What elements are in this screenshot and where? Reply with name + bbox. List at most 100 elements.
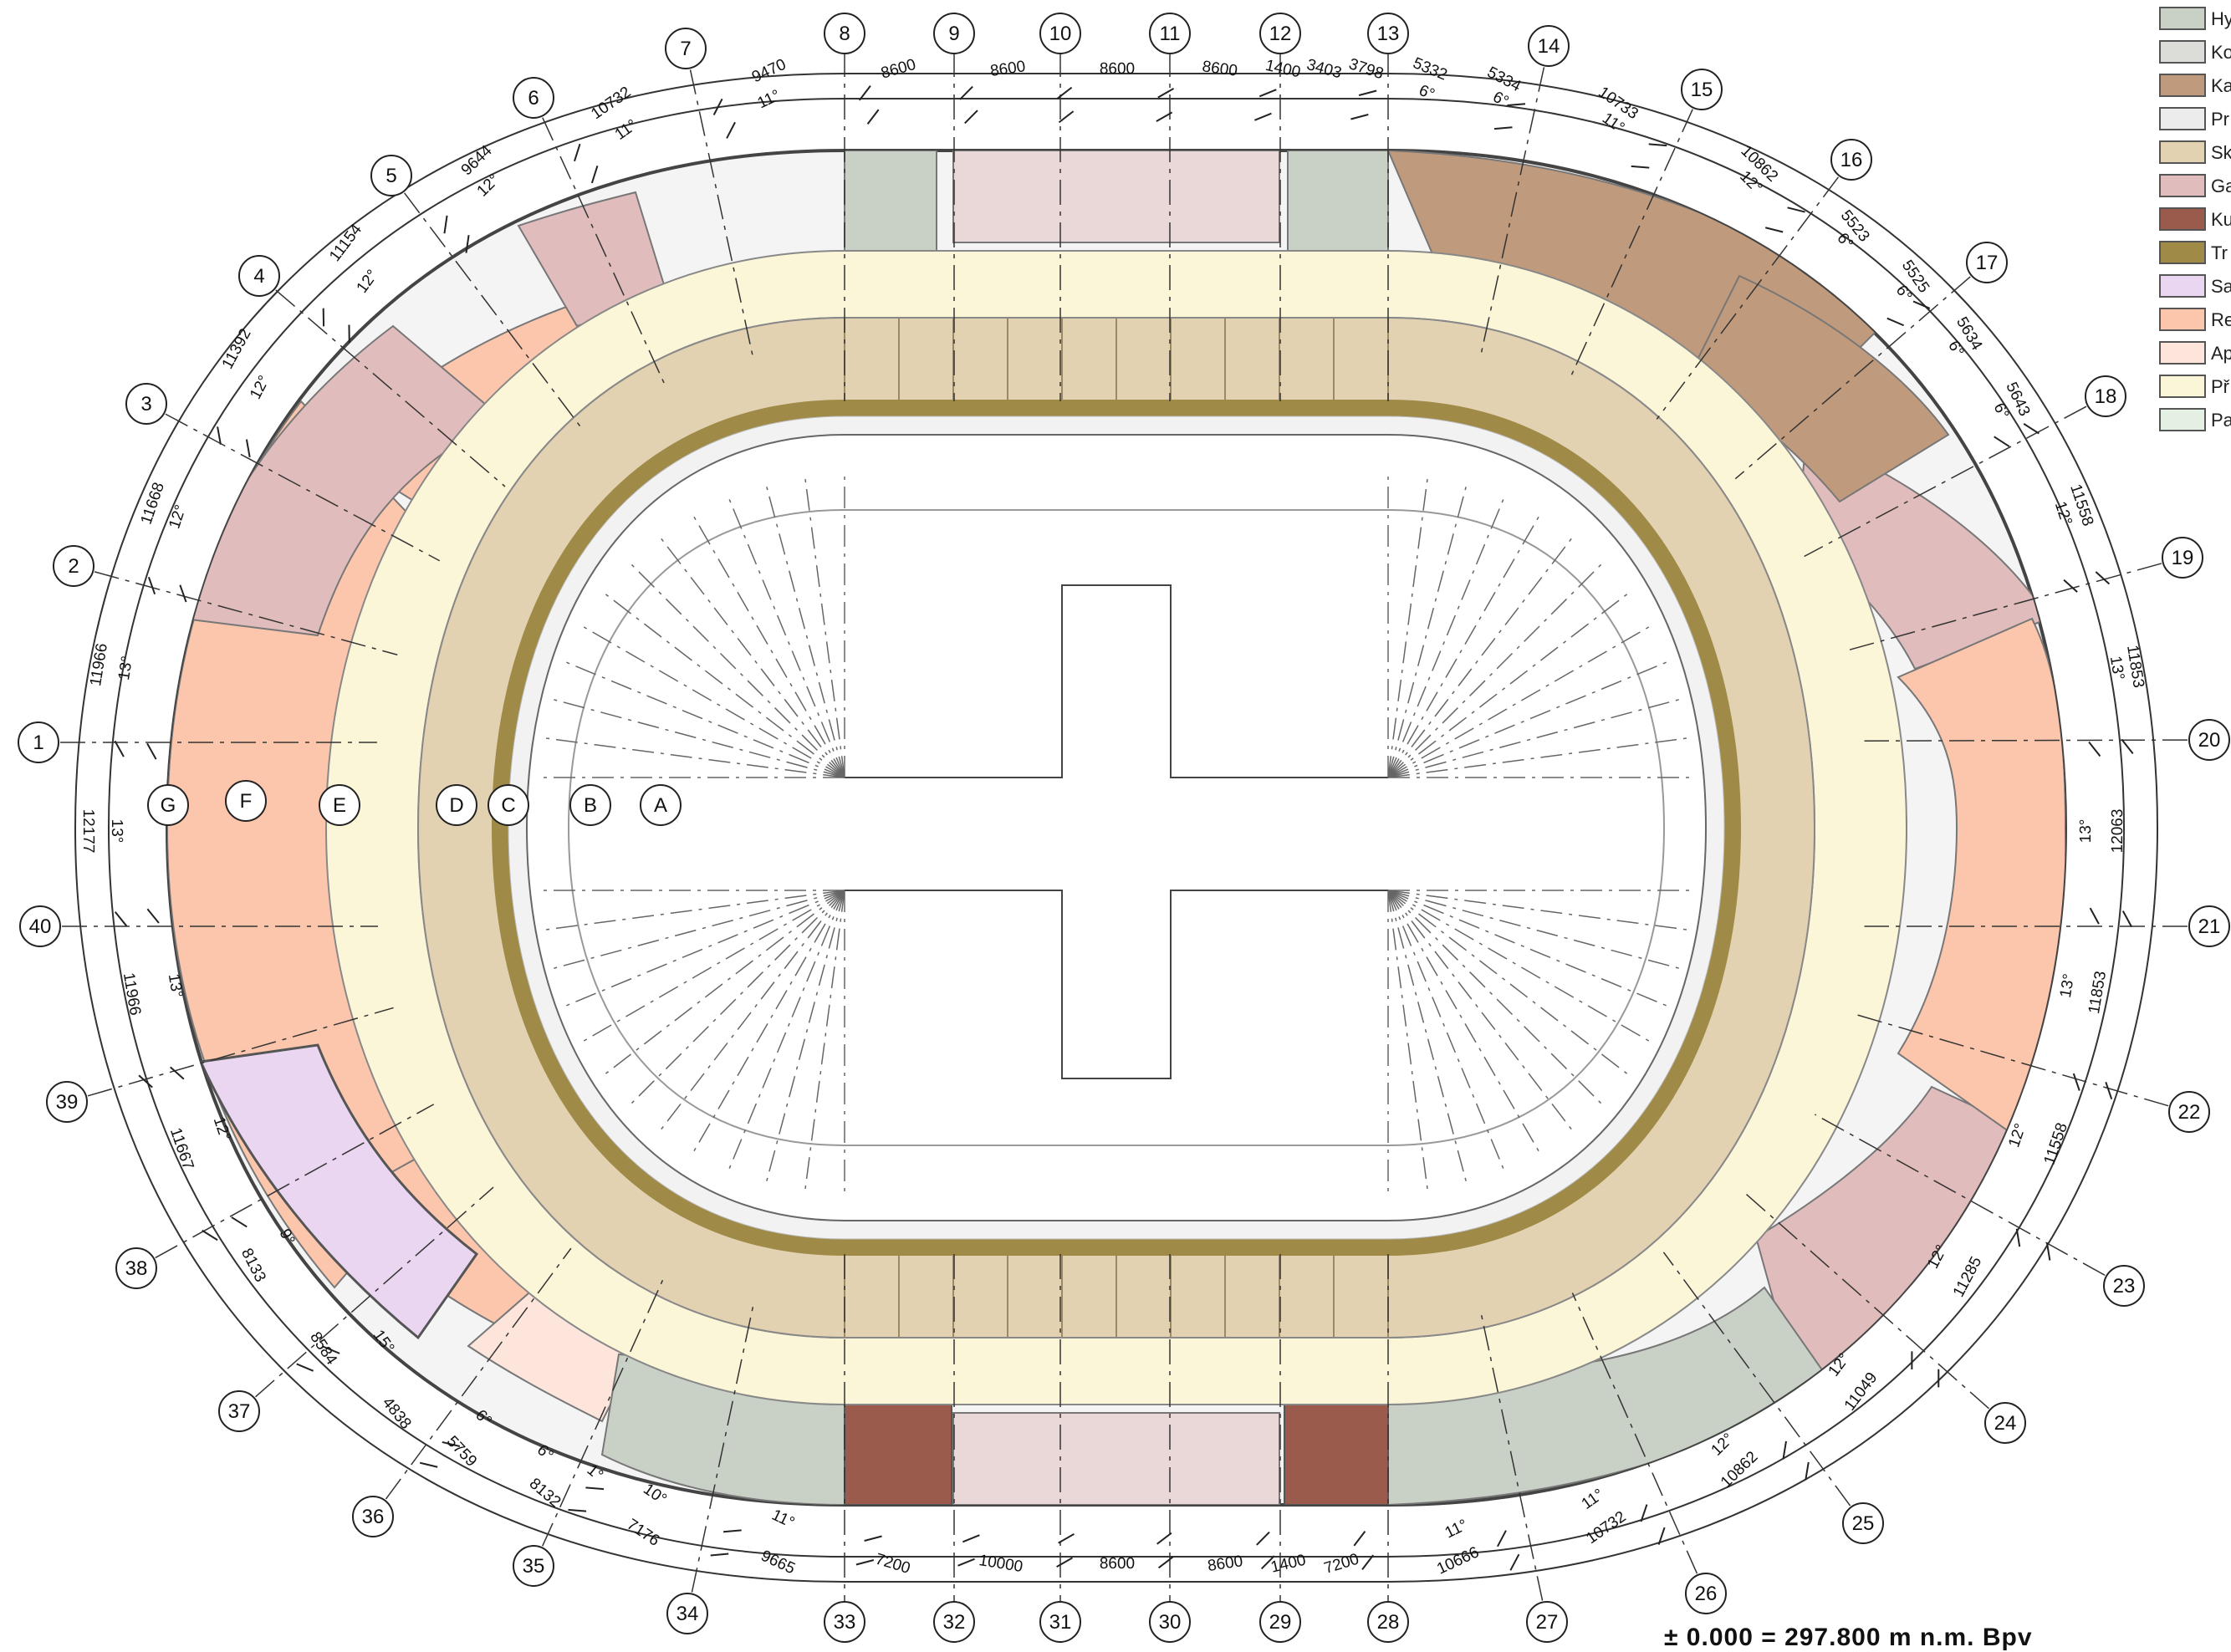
- legend-swatch: [2159, 7, 2206, 30]
- legend-label: Ap: [2211, 343, 2231, 365]
- legend-label: Re: [2211, 309, 2231, 331]
- dimension-tick: [1257, 1532, 1269, 1545]
- dimension-tick: [1649, 144, 1667, 145]
- dimension-tick: [1510, 1554, 1519, 1570]
- legend-swatch: [2159, 40, 2206, 64]
- axis-marker-label: 23: [2113, 1275, 2136, 1298]
- angle-label: 11°: [755, 87, 784, 113]
- dimension-label: 11853: [2123, 644, 2147, 689]
- dimension-tick: [147, 743, 156, 759]
- dimension-label: 4838: [379, 1395, 415, 1433]
- dimension-tick: [115, 912, 127, 926]
- dimension-tick: [2123, 911, 2131, 927]
- dimension-label: 8584: [306, 1329, 340, 1369]
- angle-label: 11°: [612, 116, 641, 144]
- dimension-label: 1400: [1264, 57, 1302, 82]
- row-marker-label: G: [161, 794, 176, 817]
- axis-marker-label: 38: [125, 1257, 148, 1280]
- dimension-tick: [1259, 89, 1276, 96]
- dimension-tick: [2091, 908, 2099, 924]
- legend-label: Ga: [2211, 176, 2231, 197]
- legend-swatch: [2159, 308, 2206, 331]
- legend-swatch: [2159, 107, 2206, 130]
- legend-item: Tr: [2156, 237, 2231, 269]
- dimension-tick: [1498, 1531, 1506, 1547]
- axis-marker-label: 3: [140, 393, 151, 416]
- angle-label: 6°: [1990, 400, 2013, 421]
- legend-label: Ku: [2211, 209, 2231, 231]
- axis-marker: 29: [1260, 1602, 1300, 1642]
- axis-marker: 10: [1040, 13, 1080, 54]
- dimension-tick: [1359, 90, 1376, 95]
- axis-marker: 12: [1260, 13, 1300, 54]
- legend-item: Ko: [2156, 37, 2231, 69]
- dimension-tick: [962, 1535, 979, 1542]
- dimension-tick: [444, 216, 447, 233]
- angle-label: 11°: [769, 1507, 798, 1532]
- dimension-label: 8600: [1201, 58, 1238, 80]
- axis-marker: 24: [1985, 1403, 2025, 1443]
- dimension-tick: [1631, 166, 1650, 168]
- dimension-tick: [2024, 424, 2039, 434]
- axis-marker-label: 26: [1695, 1583, 1718, 1605]
- axis-marker-label: 24: [1994, 1412, 2017, 1435]
- dimension-label: 5332: [1411, 54, 1450, 84]
- axis-marker: 8: [824, 13, 865, 54]
- dimension-tick: [1158, 89, 1174, 98]
- dimension-tick: [1887, 319, 1904, 326]
- legend-swatch: [2159, 241, 2206, 264]
- axis-marker-label: 19: [2172, 547, 2194, 569]
- angle-label: 12°: [166, 502, 190, 531]
- axis-marker: 21: [2189, 906, 2229, 946]
- dimension-tick: [247, 440, 250, 457]
- dimension-tick: [1059, 1534, 1075, 1543]
- dimension-label: 3798: [1346, 55, 1386, 83]
- row-marker: G: [148, 785, 188, 825]
- angle-label: 13°: [108, 819, 125, 844]
- dimension-tick: [420, 1463, 437, 1467]
- dimension-tick: [1494, 127, 1513, 129]
- legend-swatch: [2159, 274, 2206, 298]
- dimension-tick: [1059, 111, 1073, 122]
- dimension-tick: [1057, 88, 1071, 99]
- dimension-tick: [723, 1530, 742, 1532]
- legend-swatch: [2159, 74, 2206, 97]
- dimension-tick: [856, 1560, 874, 1565]
- axis-marker: 2: [54, 546, 94, 586]
- dimension-tick: [965, 110, 978, 123]
- angle-label: 12°: [247, 373, 273, 402]
- axis-marker-label: 34: [676, 1603, 699, 1625]
- dimension-label: 1400: [1269, 1552, 1308, 1577]
- axis-marker: 34: [667, 1593, 707, 1634]
- dimension-tick: [2121, 739, 2132, 753]
- dimension-label: 10732: [588, 84, 634, 123]
- axis-marker: 5: [371, 156, 411, 196]
- dimension-label: 11558: [2041, 1121, 2071, 1167]
- dimension-tick: [180, 585, 186, 602]
- axis-marker-label: 7: [680, 38, 691, 60]
- row-marker: D: [436, 785, 477, 825]
- legend-label: Tr: [2211, 242, 2228, 264]
- axis-marker: 18: [2086, 376, 2126, 416]
- dimension-tick: [868, 110, 879, 124]
- axis-marker-label: 22: [2178, 1101, 2201, 1124]
- axis-marker: 17: [1967, 242, 2007, 283]
- axis-marker-label: 27: [1536, 1611, 1559, 1634]
- angle-label: 12°: [2051, 499, 2075, 528]
- axis-marker-label: 1: [33, 732, 43, 754]
- dimension-tick: [727, 122, 735, 138]
- dimension-tick: [115, 741, 124, 757]
- axis-marker: 4: [239, 256, 279, 296]
- dimension-tick: [2017, 1229, 2019, 1247]
- axis-marker-label: 21: [2198, 915, 2221, 938]
- axis-marker: 19: [2162, 538, 2203, 578]
- axis-marker-label: 5: [385, 165, 396, 187]
- axis-marker-label: 10: [1049, 23, 1072, 45]
- axis-marker-label: 40: [29, 915, 52, 938]
- dimension-tick: [865, 1536, 882, 1541]
- axis-marker-label: 37: [228, 1400, 251, 1423]
- angle-label: 12°: [474, 171, 503, 201]
- angle-label: 13°: [2057, 972, 2078, 999]
- angle-label: 13°: [165, 972, 186, 999]
